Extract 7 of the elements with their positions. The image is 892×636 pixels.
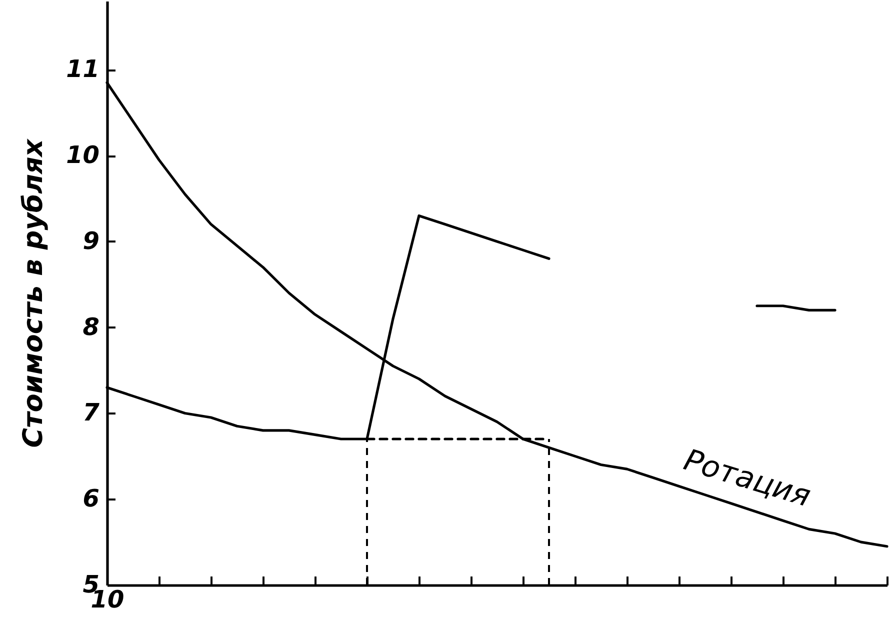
y-tick-label: 8 [82,312,100,341]
y-axis-title: Стоимость в рублях [18,138,50,448]
y-tick-label: 9 [82,226,100,255]
y-tick-label: 6 [82,484,100,513]
y-tick-label: 10 [66,141,100,170]
y-tick-label: 11 [66,55,100,84]
y-tick-label: 7 [82,398,100,427]
